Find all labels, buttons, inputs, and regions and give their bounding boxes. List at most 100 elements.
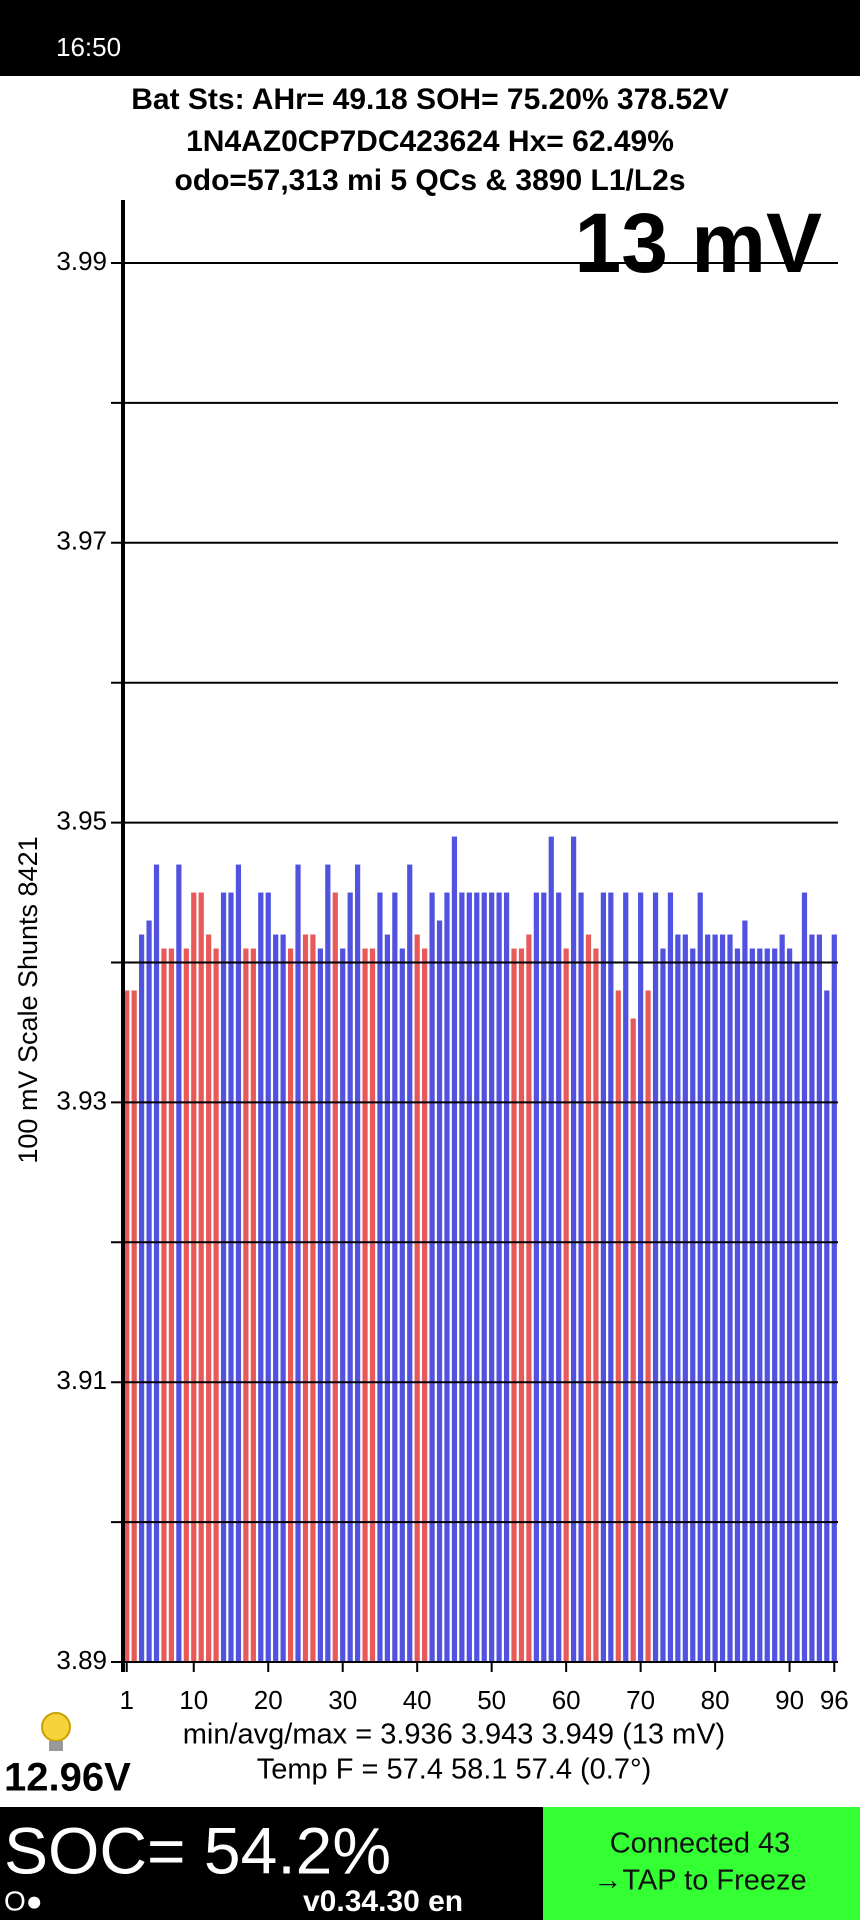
bar bbox=[764, 948, 770, 1662]
bar bbox=[593, 948, 599, 1662]
bar bbox=[705, 934, 711, 1662]
bar bbox=[332, 892, 338, 1662]
connected-status[interactable]: Connected 43 bbox=[610, 1828, 791, 1860]
bar bbox=[615, 990, 621, 1662]
bar bbox=[459, 892, 465, 1662]
bar bbox=[436, 920, 443, 1662]
temperature: Temp F = 57.4 58.1 57.4 (0.7°) bbox=[257, 1754, 651, 1786]
bar bbox=[690, 948, 696, 1662]
bar bbox=[809, 934, 815, 1662]
min-avg-max: min/avg/max = 3.936 3.943 3.949 (13 mV) bbox=[183, 1719, 725, 1751]
bar bbox=[429, 892, 435, 1662]
bar bbox=[310, 934, 316, 1662]
status-bar bbox=[0, 0, 860, 76]
bar bbox=[675, 934, 681, 1662]
bar bbox=[727, 934, 733, 1662]
x-tick-label: 50 bbox=[477, 1685, 506, 1715]
y-tick-label: 3.91 bbox=[56, 1365, 107, 1395]
bar bbox=[801, 892, 808, 1662]
bar bbox=[824, 990, 830, 1662]
bar bbox=[220, 892, 227, 1662]
bar bbox=[347, 892, 353, 1662]
soc: SOC= 54.2% bbox=[4, 1813, 391, 1887]
bar bbox=[511, 948, 517, 1662]
bar bbox=[518, 948, 525, 1662]
bar bbox=[287, 948, 294, 1662]
bar bbox=[384, 934, 391, 1662]
bar bbox=[153, 864, 160, 1662]
bar bbox=[161, 948, 167, 1662]
bar bbox=[362, 948, 368, 1662]
y-axis-label: 100 mV Scale Shunts 8421 bbox=[13, 836, 43, 1163]
bar bbox=[243, 948, 249, 1662]
bar bbox=[548, 836, 554, 1662]
bar bbox=[481, 892, 487, 1662]
bar bbox=[563, 948, 569, 1662]
bar bbox=[369, 948, 376, 1662]
bar bbox=[786, 948, 793, 1662]
bar bbox=[757, 948, 763, 1662]
status-indicator: O● bbox=[4, 1885, 43, 1916]
bar bbox=[772, 948, 778, 1662]
x-tick-label: 96 bbox=[820, 1685, 849, 1715]
freeze-action[interactable]: →TAP to Freeze bbox=[593, 1865, 806, 1897]
bar bbox=[124, 990, 130, 1662]
bar bbox=[638, 892, 644, 1662]
x-tick-label: 70 bbox=[626, 1685, 655, 1715]
x-tick-label: 1 bbox=[119, 1685, 133, 1715]
x-tick-label: 80 bbox=[701, 1685, 730, 1715]
bar bbox=[355, 864, 361, 1662]
bar bbox=[556, 892, 562, 1662]
bar bbox=[228, 892, 234, 1662]
bar bbox=[191, 892, 197, 1662]
bar bbox=[779, 934, 785, 1662]
plot: 3.89 3.91 3.93 3.95 3.97 3.99 1 10 20 30 40 50 60 70 8… bbox=[56, 200, 849, 1715]
bar bbox=[325, 864, 331, 1662]
bar bbox=[831, 934, 837, 1662]
bar bbox=[206, 934, 212, 1662]
bar bbox=[407, 864, 413, 1662]
bar bbox=[697, 892, 703, 1662]
bar bbox=[146, 920, 152, 1662]
bar bbox=[667, 892, 674, 1662]
bar bbox=[139, 934, 145, 1662]
bar bbox=[273, 934, 279, 1662]
bar bbox=[444, 892, 450, 1662]
header-line: 1N4AZ0CP7DC423624 Hx= 62.49% bbox=[186, 125, 674, 158]
y-tick-label: 3.95 bbox=[56, 805, 107, 835]
bar bbox=[503, 892, 510, 1662]
bar bbox=[660, 948, 666, 1662]
bar bbox=[541, 892, 547, 1662]
x-tick-label: 60 bbox=[552, 1685, 581, 1715]
bar bbox=[489, 892, 495, 1662]
y-tick-label: 3.97 bbox=[56, 526, 107, 556]
bar bbox=[392, 892, 398, 1662]
bar bbox=[749, 948, 755, 1662]
bulb-icon bbox=[41, 1712, 71, 1751]
header-line: Bat Sts: AHr= 49.18 SOH= 75.20% 378.52V bbox=[131, 83, 729, 116]
bar bbox=[414, 934, 420, 1662]
status-time: 16:50 bbox=[56, 32, 121, 62]
bar bbox=[340, 948, 346, 1662]
version: v0.34.30 en bbox=[303, 1885, 463, 1918]
y-tick-label: 3.93 bbox=[56, 1085, 107, 1115]
bar bbox=[280, 934, 286, 1662]
bar bbox=[578, 892, 584, 1662]
bar bbox=[422, 948, 428, 1662]
bar bbox=[719, 934, 726, 1662]
bar bbox=[265, 892, 271, 1662]
bar bbox=[176, 864, 182, 1662]
bar bbox=[742, 920, 748, 1662]
bar bbox=[794, 962, 800, 1662]
connect-button[interactable] bbox=[543, 1807, 860, 1920]
bar bbox=[533, 892, 539, 1662]
bar bbox=[131, 990, 137, 1662]
x-tick-label: 20 bbox=[254, 1685, 283, 1715]
bar bbox=[712, 934, 718, 1662]
bar bbox=[608, 892, 614, 1662]
bar bbox=[600, 892, 606, 1662]
bar bbox=[682, 934, 688, 1662]
y-tick-label: 3.99 bbox=[56, 246, 107, 276]
bar bbox=[474, 892, 480, 1662]
